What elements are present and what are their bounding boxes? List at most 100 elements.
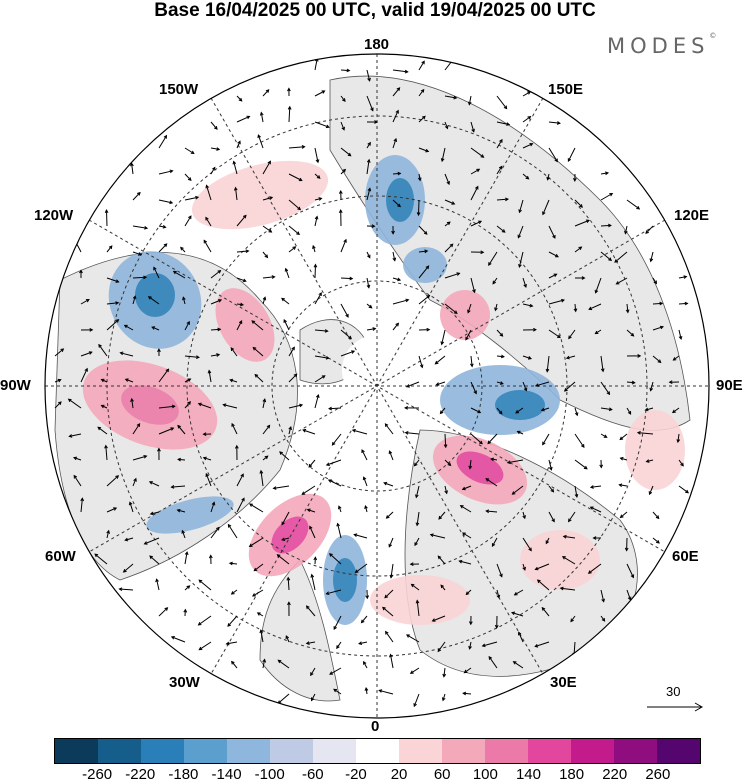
wind-arrow-head [683, 275, 688, 279]
wind-arrow [158, 135, 167, 149]
wind-arrow-head [79, 269, 83, 274]
wind-arrow-head [465, 591, 470, 596]
wind-arrow-head [413, 462, 418, 467]
wind-arrow-head [325, 462, 330, 466]
wind-arrow [158, 607, 168, 617]
wind-arrow-head [181, 529, 185, 534]
wind-arrow [177, 509, 186, 513]
wind-arrow-head [183, 608, 188, 613]
wind-arrow [210, 270, 221, 279]
colorbar-tick-label: 260 [645, 766, 671, 783]
wind-arrow [514, 589, 524, 596]
wind-arrow-head [205, 216, 209, 221]
wind-arrow [132, 455, 147, 461]
wind-arrow-head [187, 401, 191, 405]
wind-arrow-head [281, 537, 286, 541]
wind-arrow [158, 243, 168, 253]
wind-arrow-head [409, 670, 414, 674]
wind-arrow-head [271, 275, 276, 279]
wind-arrow-head [163, 134, 168, 139]
wind-arrow [600, 589, 605, 602]
wind-arrow-head [205, 184, 209, 189]
wind-arrow-head [468, 645, 472, 650]
wind-arrow [366, 328, 376, 331]
wind-arrow-head [385, 630, 389, 635]
wind-arrow-head [657, 359, 662, 364]
wind-arrow [210, 328, 221, 331]
wind-arrow [288, 347, 295, 357]
wind-arrow [444, 173, 450, 185]
wind-arrow [432, 615, 446, 622]
wind-arrow [158, 170, 173, 175]
wind-arrow-head [115, 475, 120, 479]
wind-arrow-head [527, 356, 533, 360]
wind-arrow [285, 268, 290, 279]
wind-arrow-head [198, 646, 203, 651]
wind-arrow [470, 433, 483, 445]
wind-arrow [288, 246, 296, 253]
wind-arrow-head [534, 643, 539, 648]
wind-arrow [329, 553, 342, 565]
wind-arrow [418, 147, 429, 152]
wind-arrow-head [561, 556, 566, 560]
wind-arrow [288, 199, 301, 210]
wind-arrow-head [392, 257, 397, 262]
wind-arrow-head [494, 624, 499, 629]
wind-arrow-head [57, 378, 62, 383]
wind-arrow-head [680, 462, 684, 467]
wind-arrow-head [425, 148, 430, 153]
wind-arrow [548, 251, 559, 258]
wind-arrow-head [67, 398, 72, 403]
wind-arrow [418, 250, 428, 253]
wind-arrow-head [499, 573, 503, 578]
wind-arrow [254, 374, 264, 383]
wind-arrow-head [515, 409, 520, 414]
colorbar-cell [528, 739, 571, 763]
wind-arrow-head [218, 299, 223, 303]
wind-arrow-head [562, 534, 567, 539]
wind-arrow-head [98, 343, 102, 348]
wind-arrow [314, 197, 322, 201]
wind-arrow [80, 368, 88, 383]
wind-arrow [513, 661, 524, 669]
wind-arrow-head [299, 403, 304, 408]
wind-arrow-head [447, 462, 452, 467]
wind-arrow-head [169, 200, 174, 205]
wind-arrow [677, 433, 680, 443]
wind-arrow-head [637, 354, 642, 358]
wind-arrow [149, 555, 160, 565]
wind-arrow-head [144, 226, 149, 230]
wind-arrow-head [374, 120, 379, 124]
wind-arrow [329, 667, 342, 675]
wind-arrow-head [389, 653, 393, 658]
wind-arrow-head [333, 626, 337, 630]
wind-arrow [173, 270, 186, 279]
colorbar-tick-label: -60 [301, 766, 324, 783]
wind-arrow-head [240, 302, 245, 307]
wind-arrow-head [645, 230, 649, 235]
wind-arrow [184, 215, 192, 227]
wind-arrow [548, 511, 555, 522]
wind-arrow [496, 166, 503, 175]
wind-arrow [548, 147, 558, 162]
wind-arrow [181, 530, 186, 539]
wind-arrow [158, 199, 173, 204]
wind-arrow-head [130, 162, 134, 167]
wind-arrow-head [338, 189, 343, 194]
wind-arrow-head [513, 591, 518, 596]
wind-arrow [203, 240, 212, 253]
wind-arrow-head [195, 195, 200, 200]
wind-arrow-head [351, 350, 356, 354]
wind-arrow-head [124, 378, 129, 382]
wind-arrow-head [100, 404, 105, 409]
wind-arrow-head [417, 177, 422, 182]
lon-label-90w: 90W [0, 377, 31, 394]
wind-arrow-head [231, 422, 235, 427]
wind-arrow [203, 457, 212, 461]
wind-arrow [444, 243, 454, 253]
lon-label-120e: 120E [674, 207, 710, 224]
wind-arrow-head [406, 634, 410, 638]
wind-arrow-head [296, 231, 300, 236]
wind-arrow [98, 344, 108, 357]
wind-arrow [541, 407, 550, 411]
